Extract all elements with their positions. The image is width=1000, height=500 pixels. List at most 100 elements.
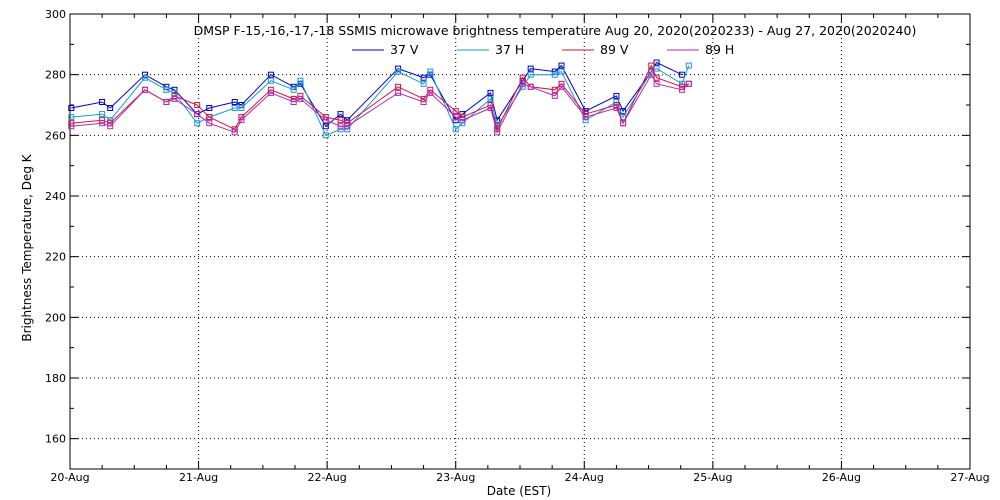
data-point-89-h bbox=[420, 99, 427, 105]
data-point-37-h bbox=[163, 86, 170, 93]
data-point-37-h bbox=[267, 77, 274, 84]
x-tick-label: 27-Aug bbox=[950, 471, 989, 484]
x-tick-label: 21-Aug bbox=[179, 471, 218, 484]
data-point-89-h bbox=[142, 86, 148, 93]
data-point-89-h bbox=[519, 80, 526, 87]
data-point-37-h bbox=[297, 77, 304, 84]
data-point-89-h bbox=[527, 83, 534, 90]
data-point-37-h bbox=[322, 132, 329, 139]
y-tick-label: 220 bbox=[45, 251, 66, 264]
legend-label-89-h: 89 H bbox=[705, 42, 734, 57]
data-point-89-v bbox=[452, 108, 459, 115]
x-tick-label: 25-Aug bbox=[693, 471, 732, 484]
data-point-37-h bbox=[452, 126, 459, 133]
y-axis-title: Brightness Temperature, Deg K bbox=[20, 153, 34, 341]
y-tick-label: 260 bbox=[45, 129, 66, 142]
data-point-37-v bbox=[527, 65, 534, 72]
data-point-37-h bbox=[231, 105, 238, 111]
data-point-37-v bbox=[231, 99, 238, 105]
data-point-89-h bbox=[297, 95, 304, 102]
data-point-37-v bbox=[487, 89, 494, 96]
data-point-37-h bbox=[685, 62, 692, 69]
data-point-37-v bbox=[558, 62, 565, 69]
data-point-89-h bbox=[459, 117, 466, 124]
data-point-89-v bbox=[395, 83, 402, 90]
data-point-37-v bbox=[267, 71, 274, 78]
data-point-37-h bbox=[527, 71, 534, 78]
data-point-89-h bbox=[395, 89, 402, 96]
data-point-89-h bbox=[238, 117, 245, 124]
data-point-37-h bbox=[142, 74, 148, 81]
data-point-89-h bbox=[487, 105, 494, 111]
data-point-37-v bbox=[171, 86, 178, 93]
data-point-89-h bbox=[427, 89, 434, 96]
y-tick-label: 200 bbox=[45, 311, 66, 324]
data-point-37-h bbox=[194, 120, 201, 127]
data-point-89-h bbox=[231, 129, 238, 136]
data-point-89-v bbox=[459, 114, 466, 121]
data-point-89-v bbox=[290, 95, 297, 102]
data-point-89-v bbox=[206, 114, 213, 121]
y-tick-label: 280 bbox=[45, 69, 66, 82]
data-point-89-h bbox=[267, 89, 274, 96]
data-point-37-v bbox=[613, 92, 620, 99]
data-point-89-h bbox=[452, 114, 459, 121]
data-point-37-v bbox=[452, 117, 459, 124]
data-point-37-v bbox=[107, 105, 114, 111]
data-point-37-h bbox=[427, 68, 434, 75]
x-tick-label: 22-Aug bbox=[308, 471, 347, 484]
data-point-89-h bbox=[551, 92, 558, 99]
data-point-37-h bbox=[238, 105, 245, 111]
data-point-89-h bbox=[194, 111, 201, 118]
series-line-37-v bbox=[71, 61, 683, 127]
data-point-89-h bbox=[653, 80, 660, 87]
data-point-89-h bbox=[206, 120, 213, 127]
series-line-89-v bbox=[71, 64, 690, 131]
tick-layer: 160 180 200 220 240 260 280 300 20-Aug 21-Aug 22-A… bbox=[45, 8, 990, 484]
y-tick-label: 160 bbox=[45, 433, 66, 446]
data-point-89-v bbox=[194, 102, 201, 108]
data-point-37-v bbox=[322, 123, 329, 130]
data-point-89-h bbox=[613, 105, 620, 111]
data-point-89-h bbox=[322, 117, 329, 124]
data-point-89-h bbox=[163, 99, 170, 105]
series-89-v bbox=[68, 62, 692, 133]
data-point-89-v bbox=[519, 74, 526, 81]
data-point-37-v bbox=[420, 74, 427, 81]
data-point-37-v bbox=[99, 99, 106, 105]
data-point-89-h bbox=[648, 71, 655, 78]
x-axis-title: Date (EST) bbox=[487, 484, 551, 498]
data-point-37-h bbox=[395, 68, 402, 75]
series-layer bbox=[68, 59, 692, 139]
data-point-37-v bbox=[68, 105, 75, 111]
chart-title: DMSP F-15,-16,-17,-18 SSMIS microwave br… bbox=[194, 23, 917, 38]
legend-label-37-h: 37 H bbox=[495, 42, 524, 57]
data-point-89-h bbox=[107, 123, 114, 130]
data-point-37-h bbox=[68, 114, 75, 121]
data-point-89-h bbox=[290, 99, 297, 105]
data-point-37-h bbox=[337, 126, 344, 133]
data-point-37-v bbox=[679, 71, 686, 78]
data-point-89-h bbox=[558, 83, 565, 90]
y-tick-label: 180 bbox=[45, 372, 66, 385]
data-point-37-v bbox=[551, 68, 558, 75]
data-point-89-v bbox=[337, 117, 344, 124]
data-point-37-h bbox=[420, 80, 427, 87]
y-tick-label: 240 bbox=[45, 190, 66, 203]
data-point-37-v bbox=[206, 105, 213, 111]
data-point-37-h bbox=[344, 126, 351, 133]
data-point-89-h bbox=[494, 129, 501, 136]
series-line-37-h bbox=[71, 65, 690, 136]
legend: 37 V 37 H 89 V 89 H bbox=[352, 42, 734, 57]
data-point-89-h bbox=[582, 114, 589, 121]
series-89-h bbox=[68, 71, 692, 136]
legend-label-37-v: 37 V bbox=[390, 42, 419, 57]
x-tick-label: 20-Aug bbox=[50, 471, 89, 484]
data-point-89-h bbox=[679, 86, 686, 93]
data-point-89-h bbox=[685, 80, 692, 87]
data-point-89-h bbox=[171, 95, 178, 102]
data-point-37-v bbox=[653, 59, 660, 66]
data-point-37-h bbox=[290, 86, 297, 93]
data-point-37-h bbox=[558, 68, 565, 75]
